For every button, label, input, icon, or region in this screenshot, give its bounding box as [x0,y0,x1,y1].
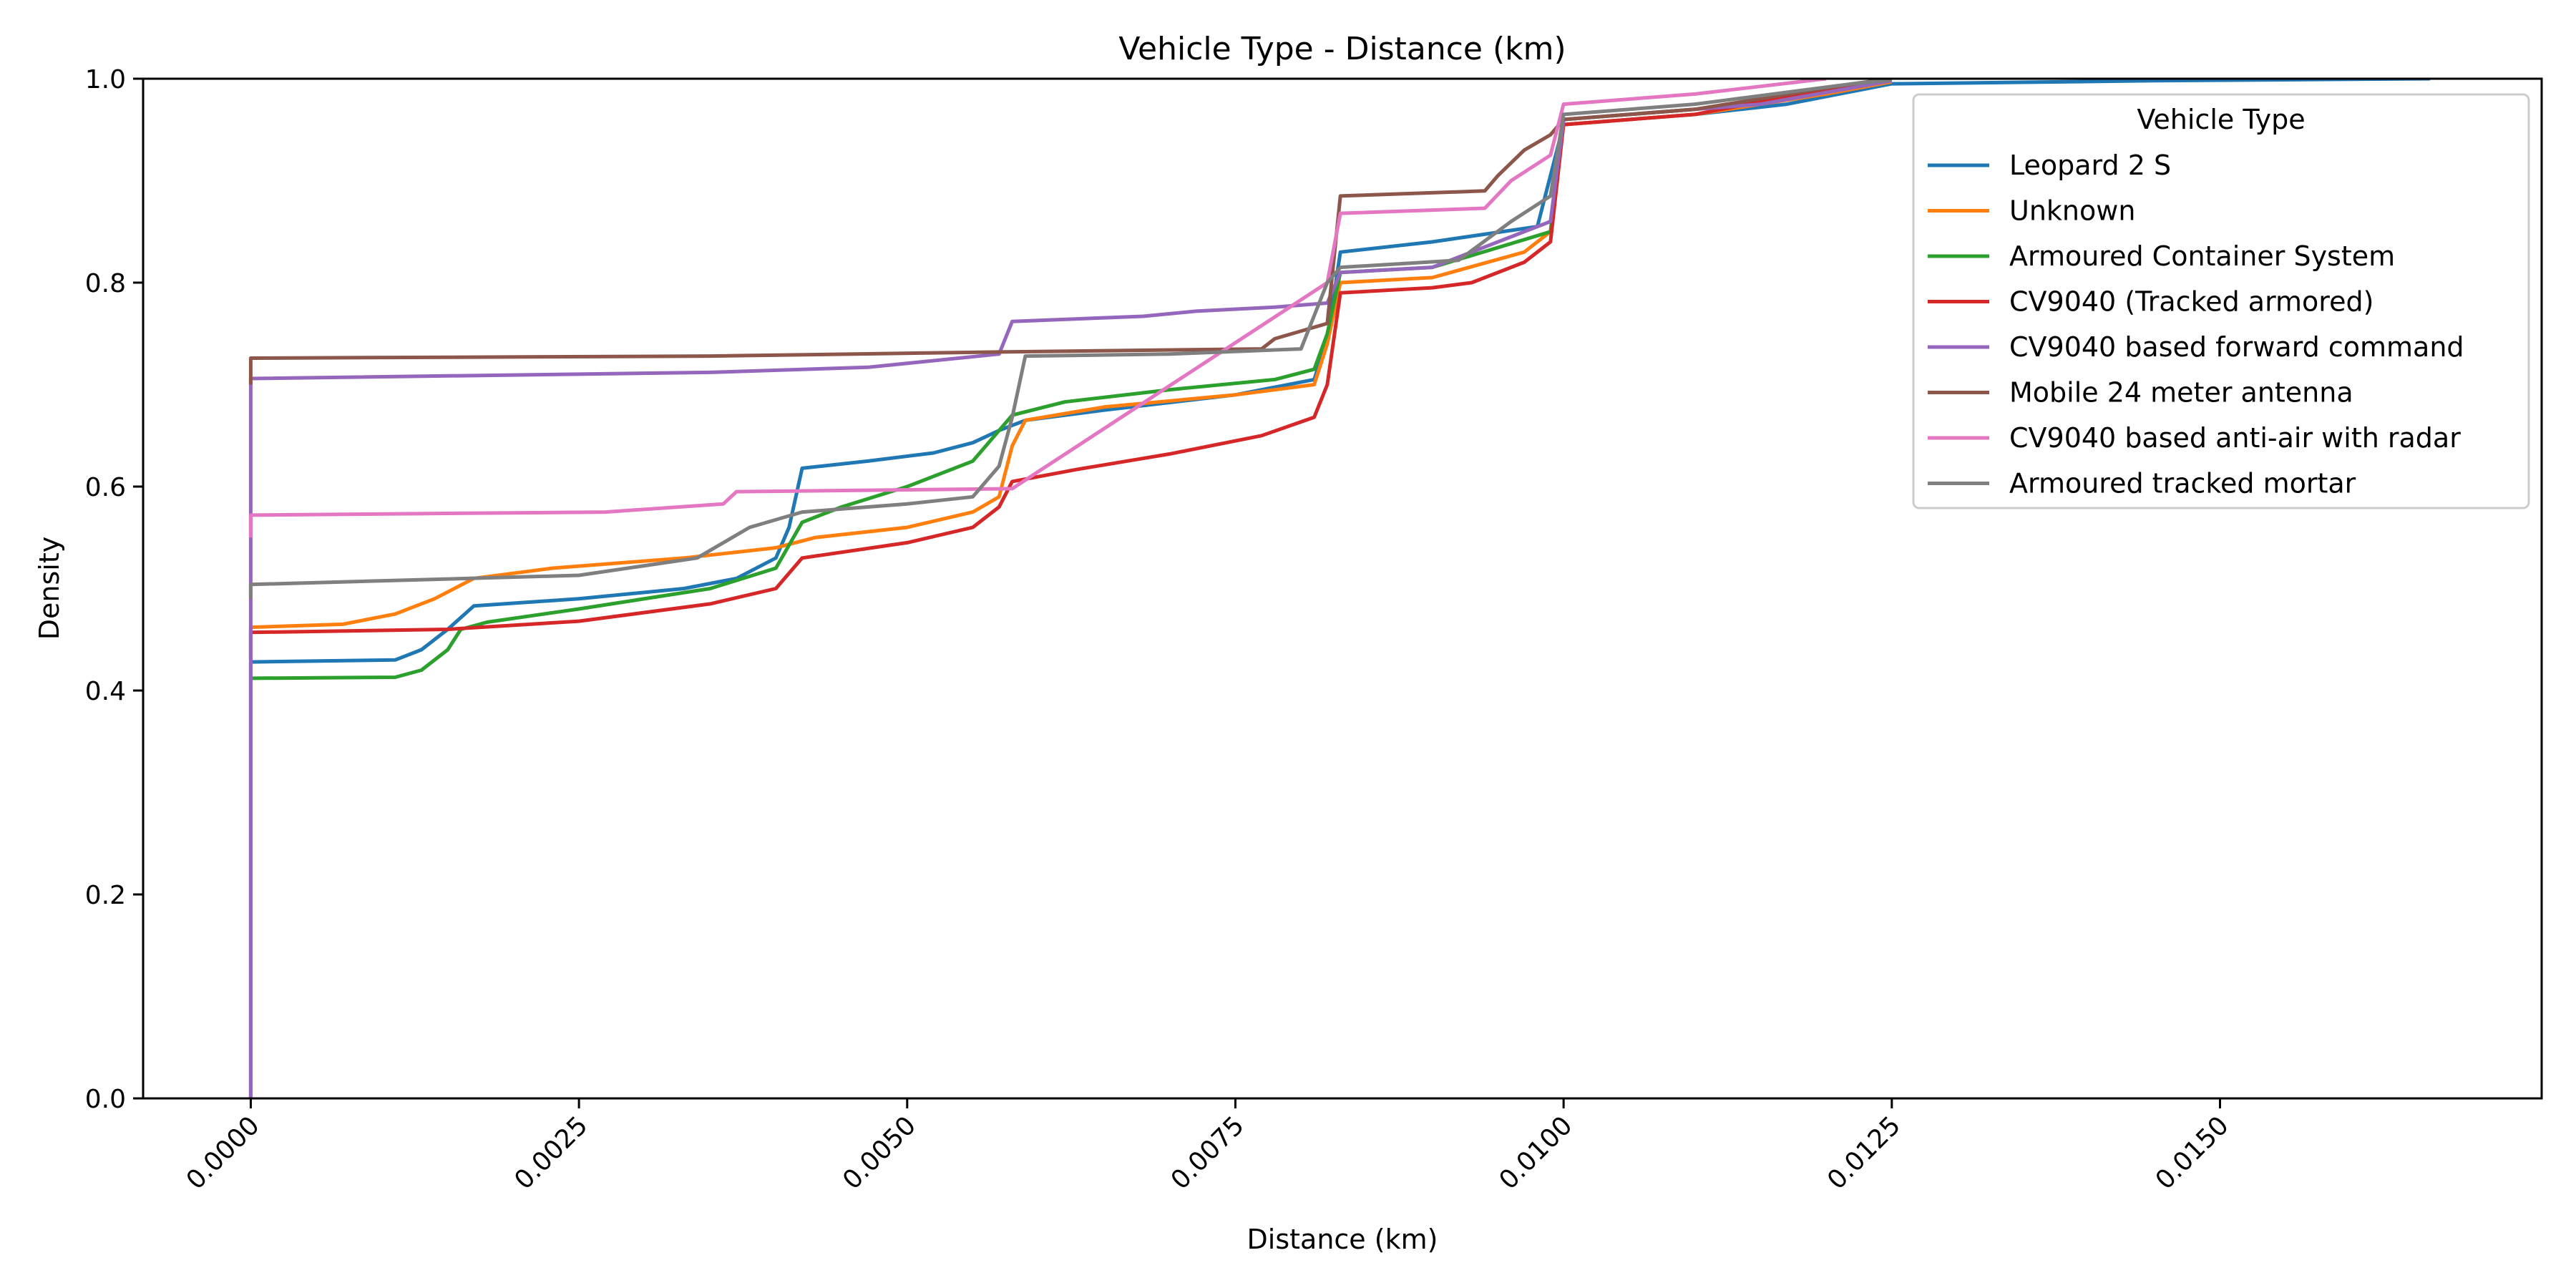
legend-box [1912,93,2530,509]
legend-label: Armoured tracked mortar [2009,468,2356,499]
series-line-5 [248,79,1893,385]
legend-label: CV9040 based forward command [2009,331,2464,363]
series-line-7 [248,79,1893,599]
series-layer [248,79,2431,1098]
y-axis: 0.0 0.2 0.4 0.6 0.8 1.0 [85,65,143,1114]
series-line-6 [248,79,1827,538]
y-tick-label: 1.0 [85,65,126,94]
plot-area [142,77,2543,1100]
legend: Vehicle Type Leopard 2 S Unknown Armoured … [1912,93,2530,509]
legend-label: Unknown [2009,195,2135,227]
legend-label: Leopard 2 S [2009,150,2171,181]
y-tick-label: 0.0 [85,1085,126,1114]
series-line-4 [248,79,1893,1098]
legend-title: Vehicle Type [2137,104,2305,135]
legend-label: Mobile 24 meter antenna [2009,377,2353,409]
y-tick-label: 0.4 [85,677,126,706]
chart-title: Vehicle Type - Distance (km) [1118,31,1566,67]
legend-items: Leopard 2 S Unknown Armoured Container Sys… [1928,150,2464,499]
y-tick-label: 0.8 [85,269,126,298]
x-axis-label: Distance (km) [1247,1224,1438,1255]
y-tick-label: 0.6 [85,473,126,502]
y-axis-label: Density [34,537,65,640]
legend-label: CV9040 (Tracked armored) [2009,286,2373,318]
plot-frame [142,77,2543,1100]
legend-label: Armoured Container System [2009,240,2395,272]
legend-label: CV9040 based anti-air with radar [2009,422,2461,454]
y-tick-label: 0.2 [85,881,126,910]
series-line-1 [248,79,1893,660]
series-line-3 [248,79,1893,660]
